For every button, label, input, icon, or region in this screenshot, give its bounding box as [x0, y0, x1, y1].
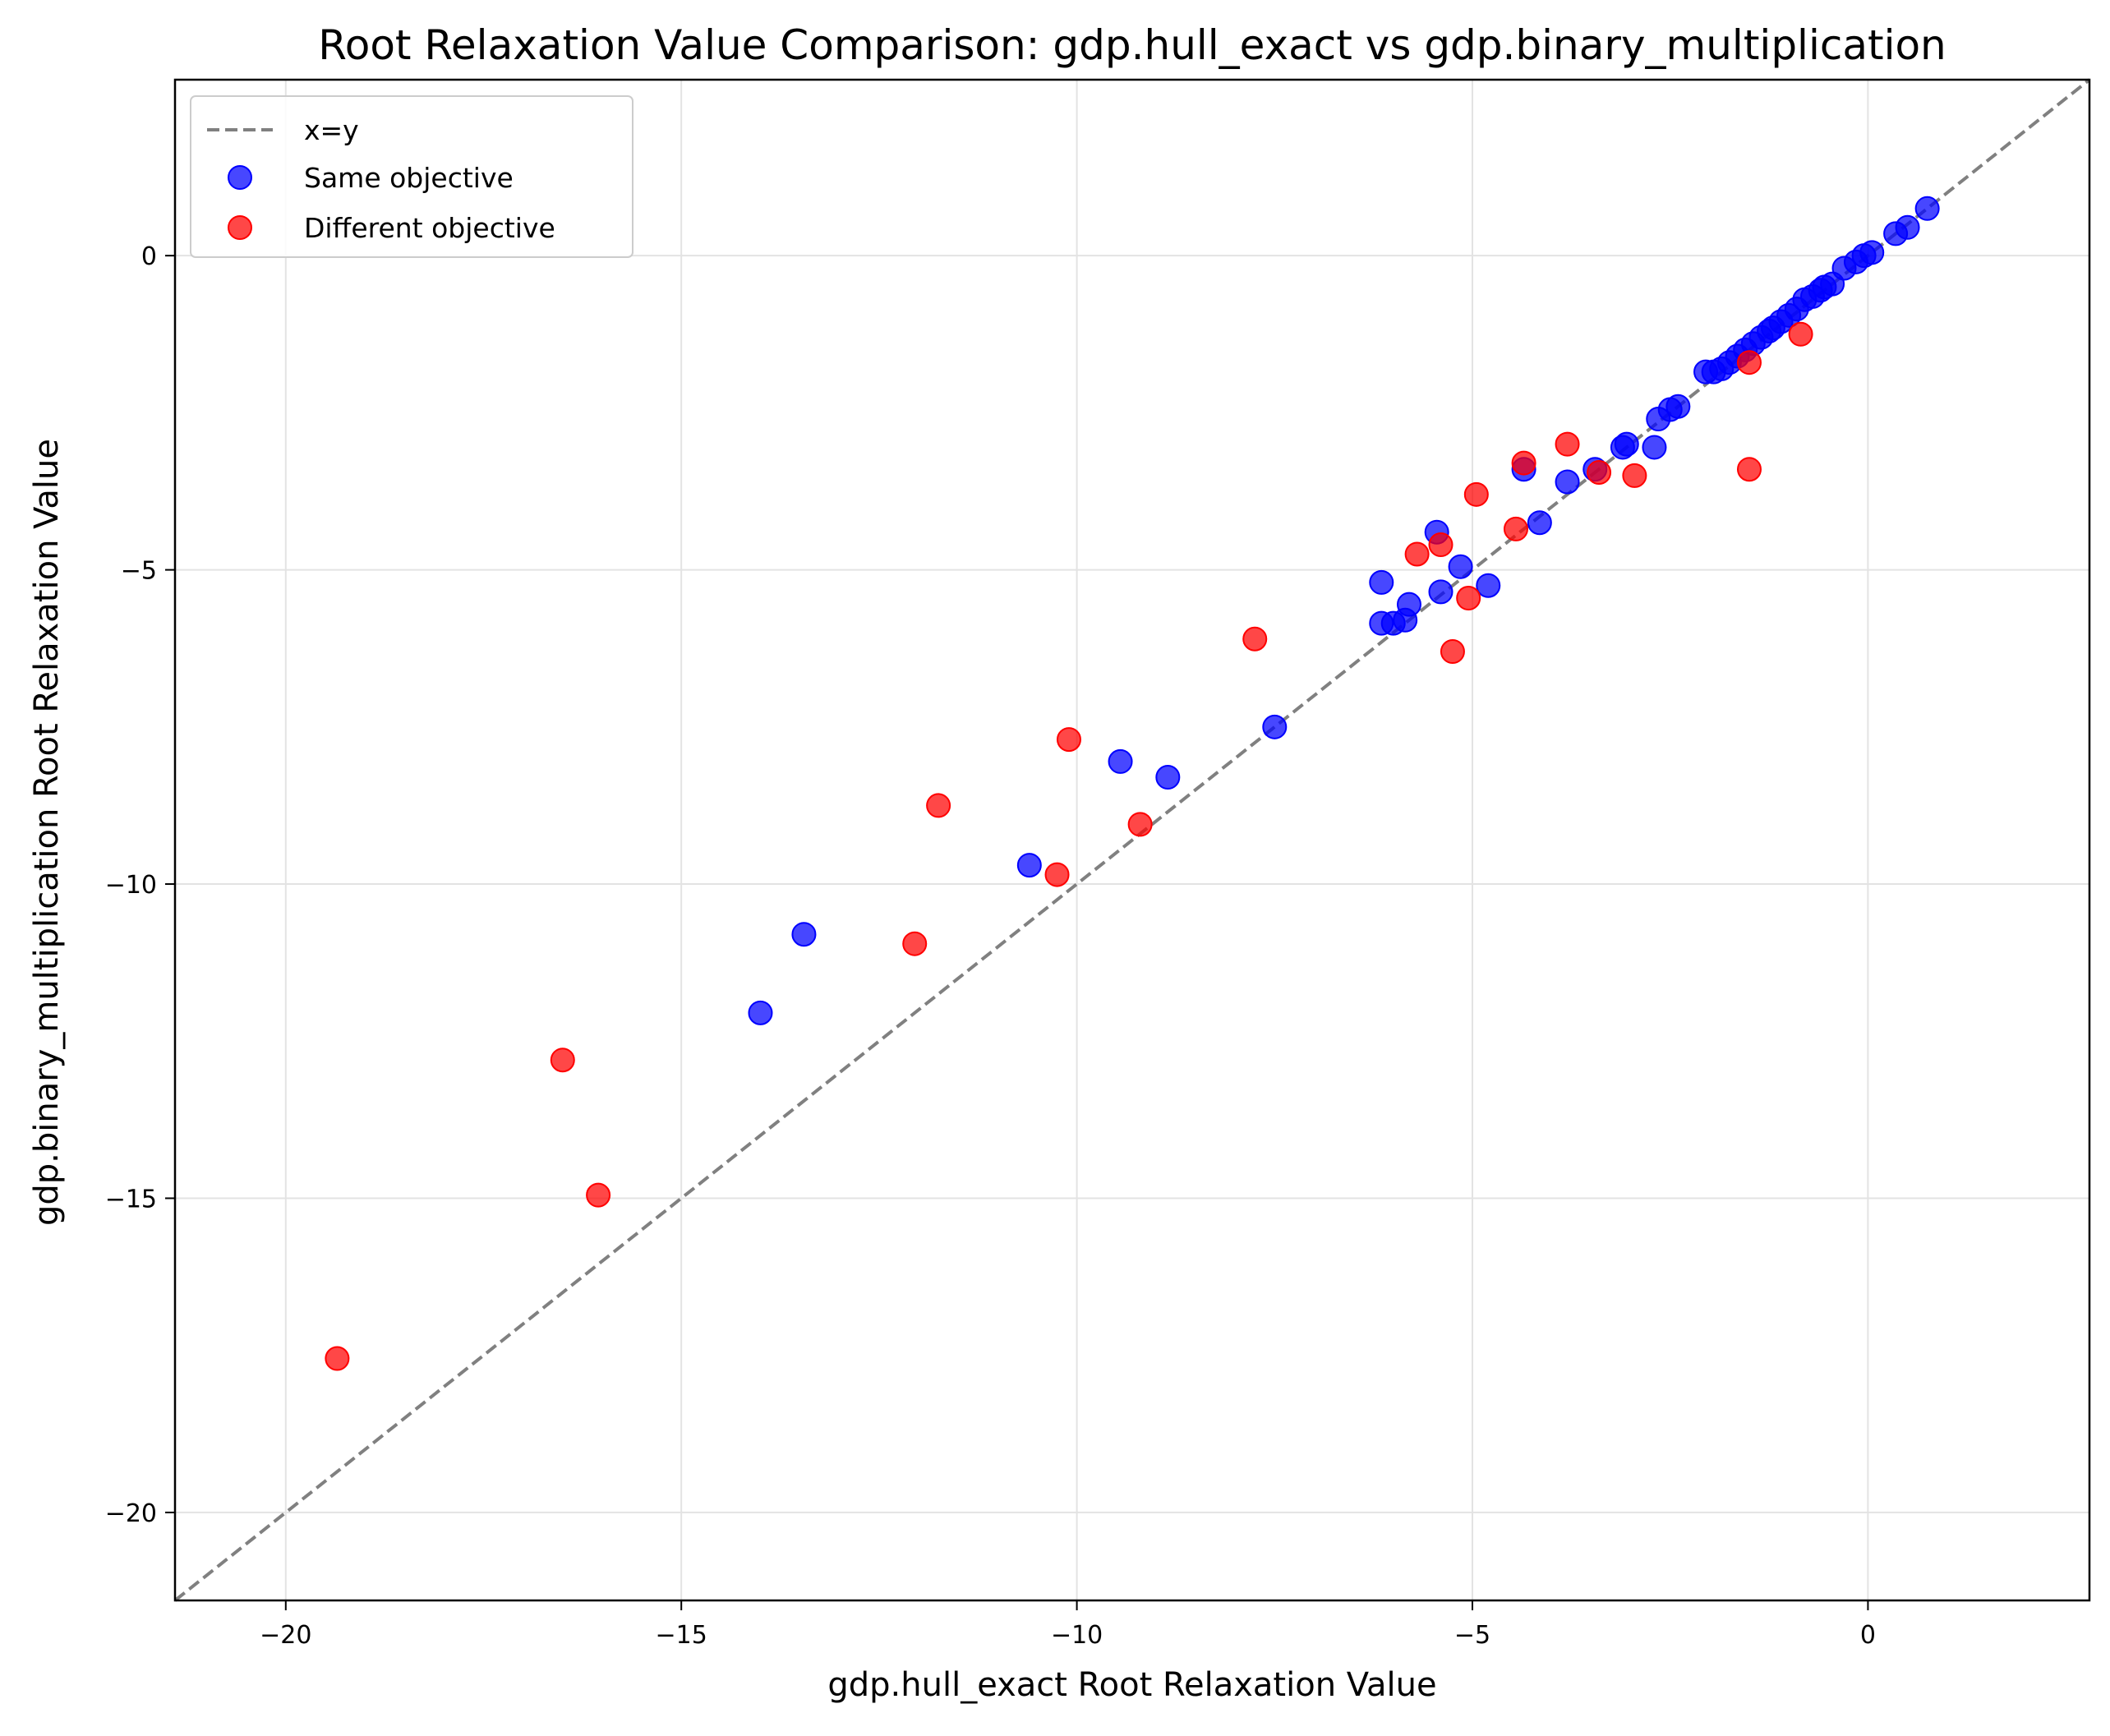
- legend-swatch-different-objective: [228, 215, 252, 240]
- point-different-objective: [1440, 639, 1465, 665]
- point-same-objective: [1610, 435, 1635, 460]
- point-same-objective: [1693, 359, 1719, 384]
- legend-label-different-objective: Different objective: [304, 212, 555, 244]
- point-different-objective: [1736, 350, 1762, 375]
- legend-label-same-objective: Same objective: [304, 162, 514, 194]
- point-same-objective: [1428, 579, 1454, 605]
- point-different-objective: [926, 793, 951, 818]
- point-same-objective: [1555, 469, 1580, 495]
- x-tick-label: −15: [656, 1621, 707, 1650]
- point-different-objective: [1056, 727, 1081, 753]
- point-same-objective: [1155, 765, 1181, 790]
- point-same-objective: [1527, 510, 1552, 536]
- point-different-objective: [1044, 862, 1070, 887]
- x-tick-label: −5: [1454, 1621, 1490, 1650]
- point-same-objective: [1642, 435, 1667, 460]
- gridlines: [175, 80, 2089, 1600]
- y-axis-title: gdp.binary_multiplication Root Relaxatio…: [28, 439, 66, 1226]
- x-tick-label: −10: [1051, 1621, 1103, 1650]
- point-different-objective: [586, 1182, 611, 1208]
- y-tick-label: −5: [121, 557, 157, 586]
- point-same-objective: [1476, 573, 1501, 598]
- point-same-objective: [1914, 196, 1940, 221]
- point-different-objective: [1428, 532, 1454, 558]
- point-different-objective: [1555, 431, 1580, 457]
- x-axis-title: gdp.hull_exact Root Relaxation Value: [827, 1666, 1436, 1704]
- point-different-objective: [1511, 450, 1536, 476]
- point-same-objective: [1108, 748, 1133, 774]
- point-different-objective: [550, 1048, 575, 1073]
- point-same-objective: [1448, 554, 1473, 579]
- point-different-objective: [1736, 457, 1762, 482]
- point-same-objective: [1646, 407, 1671, 432]
- point-different-objective: [1456, 586, 1481, 611]
- legend-frame: [190, 95, 633, 258]
- chart-title: Root Relaxation Value Comparison: gdp.hu…: [318, 21, 1946, 69]
- y-tick-label: 0: [141, 242, 157, 271]
- y-axis-ticks: −20 −15 −10 −5 0: [105, 242, 175, 1528]
- plot-area-frame: [173, 78, 2091, 1602]
- legend-label-x-equals-y: x=y: [304, 114, 359, 146]
- point-different-objective: [1404, 541, 1430, 567]
- point-same-objective: [1883, 221, 1909, 246]
- y-tick-label: −15: [105, 1185, 157, 1213]
- point-different-objective: [1788, 321, 1813, 347]
- data-points: [325, 196, 1940, 1371]
- x-tick-label: −20: [260, 1621, 311, 1650]
- x-tick-label: 0: [1860, 1621, 1876, 1650]
- point-same-objective: [748, 1000, 773, 1025]
- point-different-objective: [1463, 481, 1489, 507]
- point-same-objective: [1369, 569, 1394, 595]
- reference-line-x-equals-y: [173, 78, 2091, 1602]
- point-different-objective: [1127, 812, 1153, 837]
- point-different-objective: [1587, 460, 1612, 486]
- legend-swatch-same-objective: [228, 165, 252, 190]
- y-tick-label: −20: [105, 1499, 157, 1528]
- point-same-objective: [1369, 610, 1394, 636]
- point-same-objective: [1016, 853, 1042, 878]
- point-same-objective: [1262, 714, 1288, 739]
- y-tick-label: −10: [105, 871, 157, 900]
- point-different-objective: [325, 1346, 350, 1371]
- point-same-objective: [791, 922, 817, 947]
- x-axis-ticks: −20 −15 −10 −5 0: [260, 1600, 1876, 1650]
- point-different-objective: [902, 931, 928, 956]
- legend: x=y Same objective Different objective: [190, 95, 633, 258]
- point-different-objective: [1622, 463, 1647, 488]
- point-different-objective: [1503, 516, 1528, 541]
- point-different-objective: [1242, 626, 1268, 652]
